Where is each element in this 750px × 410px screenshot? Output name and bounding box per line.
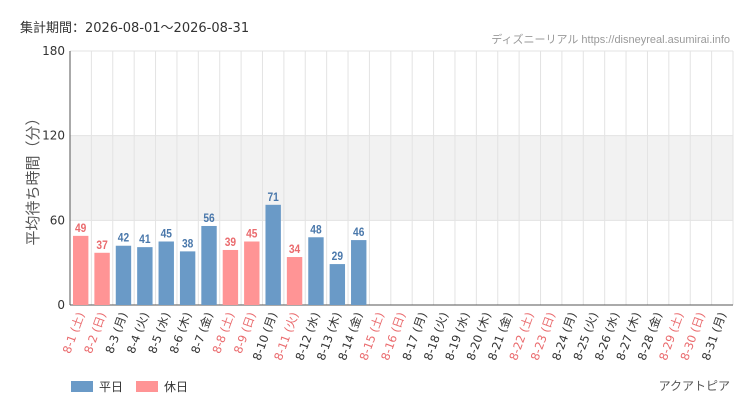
y-tick-label: 0 (57, 298, 65, 312)
data-label: 42 (118, 232, 129, 245)
legend-holiday[interactable]: 休日 (136, 378, 188, 395)
chart-band (70, 135, 733, 221)
bar (222, 249, 239, 305)
legend-weekday[interactable]: 平日 (71, 378, 123, 395)
y-tick-label: 180 (42, 44, 65, 58)
data-label: 45 (246, 228, 257, 241)
y-axis-title: 平均待ち時間（分） (24, 110, 42, 245)
data-label: 45 (161, 228, 172, 241)
y-tick-label: 120 (42, 129, 65, 143)
bar (308, 237, 324, 305)
data-label: 37 (96, 239, 107, 252)
bar (265, 204, 281, 305)
data-label: 39 (225, 236, 236, 249)
bar (158, 241, 174, 305)
period-label: 集計期間：2026-08-01〜2026-08-31 (20, 21, 250, 36)
data-label: 56 (203, 212, 214, 225)
data-label: 41 (139, 233, 150, 246)
data-label: 34 (289, 243, 301, 256)
site-credit: ディズニーリアル https://disneyreal.asumirai.inf… (491, 34, 730, 46)
bar (286, 257, 303, 305)
bar (137, 247, 153, 305)
bar (244, 241, 260, 305)
bar (179, 251, 196, 305)
bar (351, 240, 367, 305)
data-label: 29 (332, 250, 343, 263)
y-tick-label: 60 (50, 213, 65, 227)
legend-holiday-label: 休日 (164, 380, 189, 394)
attraction-name: アクアトピア (658, 379, 730, 393)
legend-holiday-swatch (136, 381, 158, 392)
bar (201, 225, 217, 305)
bar (329, 264, 346, 305)
data-label: 48 (310, 224, 321, 237)
data-label: 71 (268, 191, 279, 204)
bar (115, 245, 132, 305)
bar (94, 252, 110, 305)
data-label: 38 (182, 238, 193, 251)
legend-weekday-label: 平日 (99, 380, 124, 394)
legend-weekday-swatch (71, 381, 93, 392)
bar (72, 235, 89, 305)
data-label: 46 (353, 226, 364, 239)
data-label: 49 (75, 222, 86, 235)
